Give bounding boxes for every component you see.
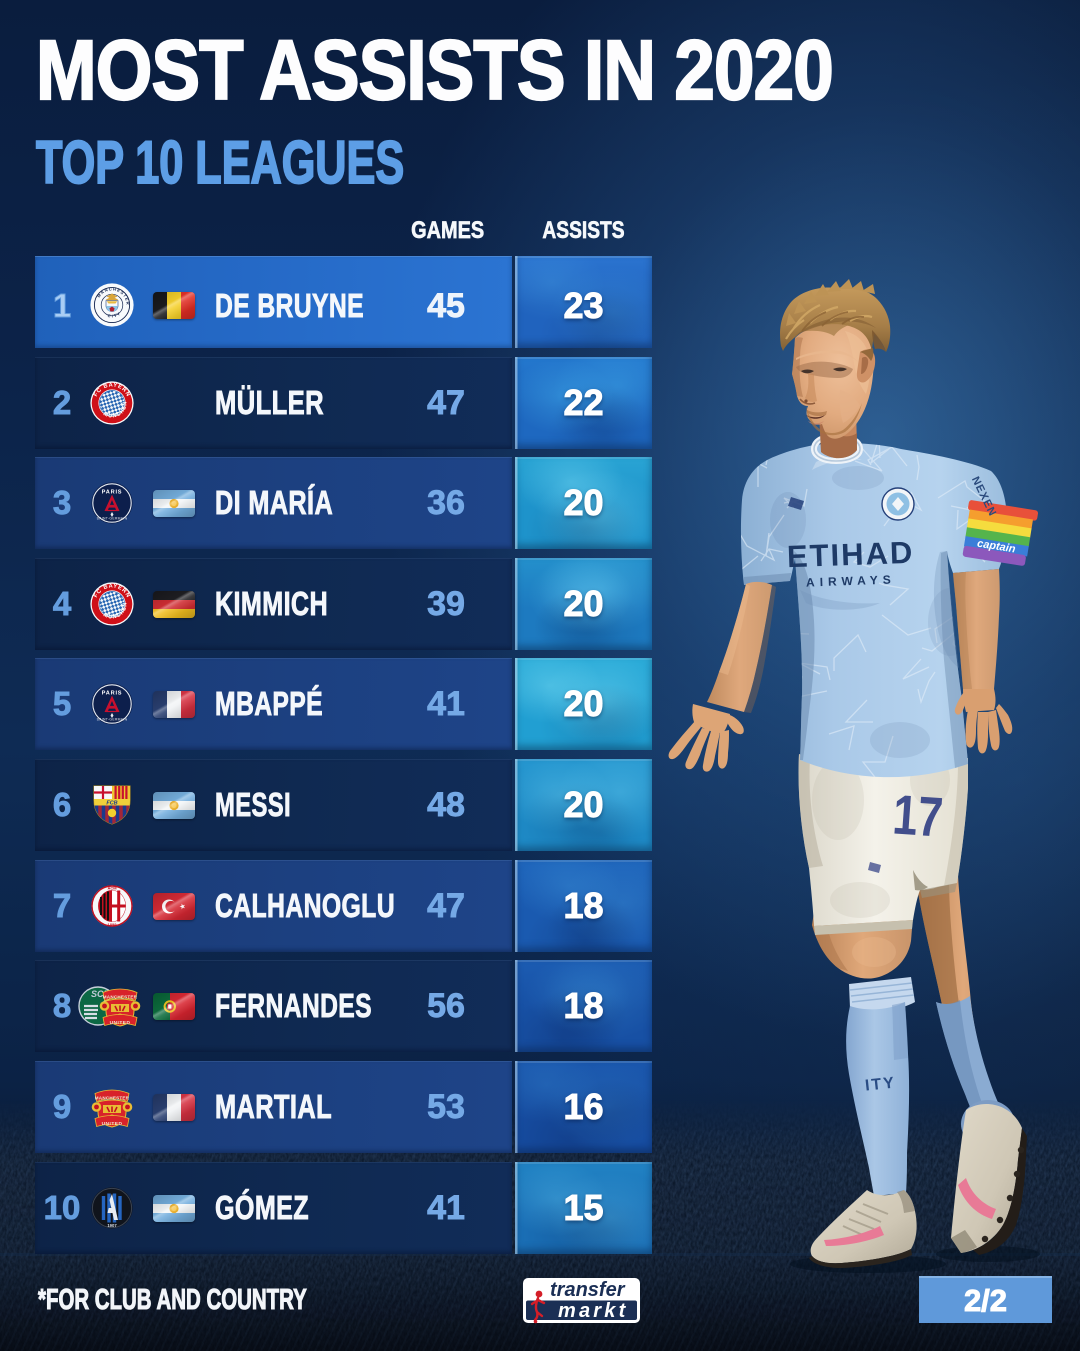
svg-text:CITY: CITY	[107, 310, 122, 318]
svg-text:MANCHESTER: MANCHESTER	[103, 995, 138, 1000]
svg-text:UNITED: UNITED	[110, 1020, 131, 1026]
svg-text:1899: 1899	[108, 922, 118, 927]
svg-text:SAINT-GERMAIN: SAINT-GERMAIN	[97, 718, 128, 722]
svg-text:PARIS: PARIS	[102, 691, 123, 697]
svg-text:PARIS: PARIS	[102, 490, 123, 496]
svg-text:MANCHESTER: MANCHESTER	[95, 1096, 130, 1101]
svg-text:SAINT-GERMAIN: SAINT-GERMAIN	[97, 517, 128, 521]
svg-text:ITY: ITY	[864, 1074, 896, 1094]
svg-text:ACM: ACM	[107, 886, 117, 891]
svg-text:SCP: SCP	[91, 989, 111, 999]
svg-text:1907: 1907	[107, 1223, 117, 1228]
svg-text:transfer: transfer	[550, 1279, 626, 1301]
svg-text:AIRWAYS: AIRWAYS	[806, 572, 896, 589]
svg-text:17: 17	[891, 783, 945, 849]
svg-text:captain: captain	[976, 538, 1016, 556]
svg-text:UNITED: UNITED	[102, 1121, 123, 1127]
svg-text:FCB: FCB	[106, 800, 117, 806]
svg-text:ETIHAD: ETIHAD	[786, 535, 915, 574]
svg-text:markt: markt	[558, 1300, 628, 1322]
